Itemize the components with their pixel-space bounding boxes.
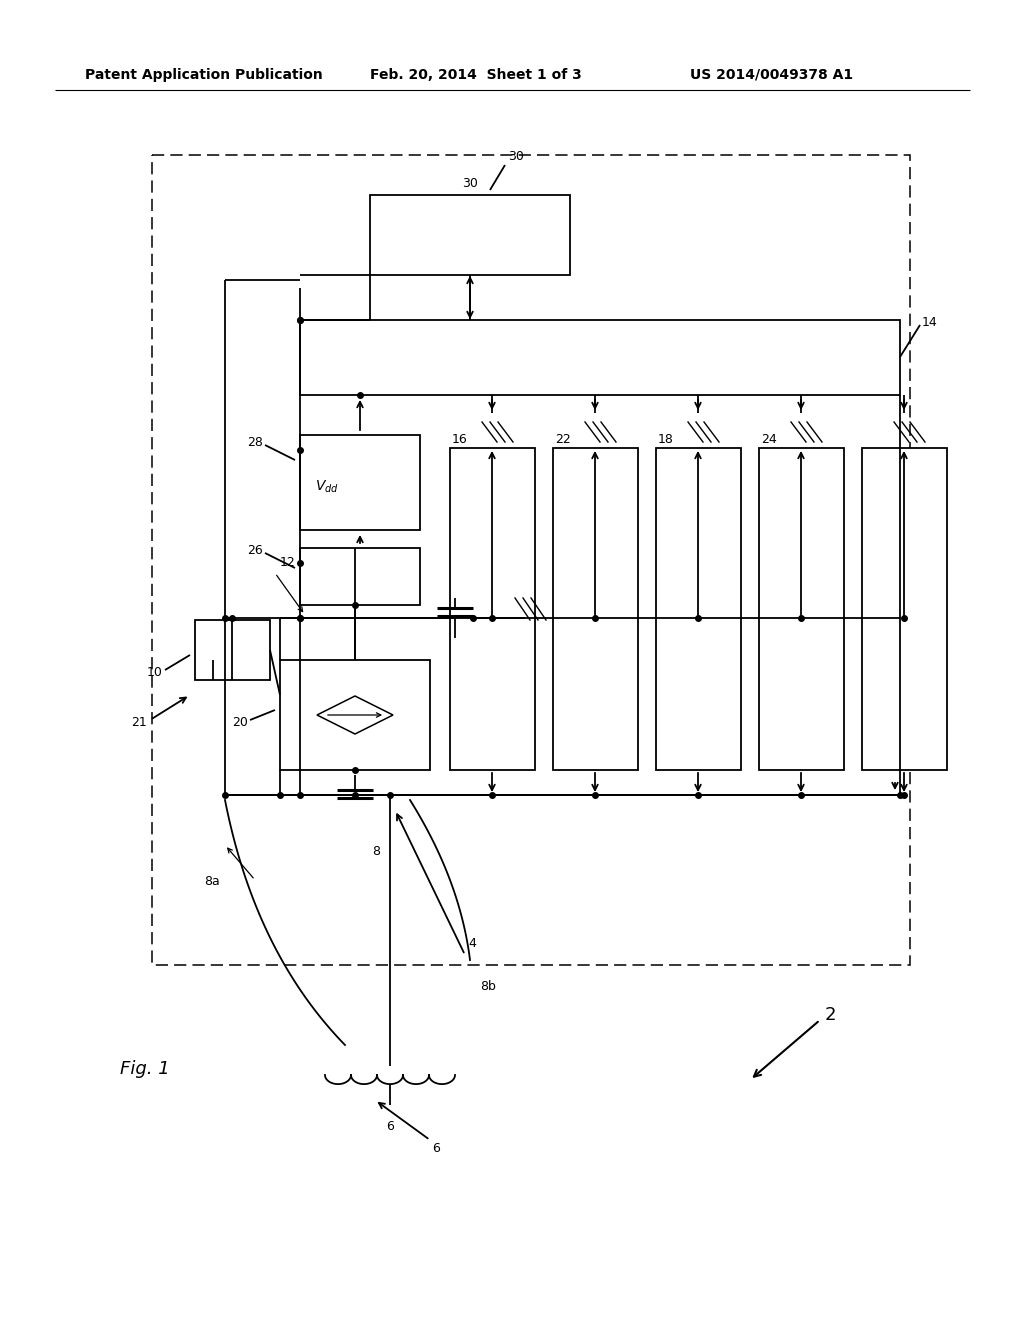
Bar — [553, 447, 638, 770]
Text: 22: 22 — [555, 433, 570, 446]
Bar — [195, 620, 270, 680]
Text: $V_{dd}$: $V_{dd}$ — [315, 479, 339, 495]
Text: Feb. 20, 2014  Sheet 1 of 3: Feb. 20, 2014 Sheet 1 of 3 — [370, 69, 582, 82]
Bar — [656, 447, 741, 770]
Text: 16: 16 — [452, 433, 468, 446]
Polygon shape — [317, 696, 393, 734]
Text: 10: 10 — [147, 665, 163, 678]
Text: Fig. 1: Fig. 1 — [120, 1060, 170, 1078]
Text: 8a: 8a — [204, 875, 220, 888]
Text: 18: 18 — [658, 433, 674, 446]
Bar — [862, 447, 947, 770]
Text: Patent Application Publication: Patent Application Publication — [85, 69, 323, 82]
Text: 12: 12 — [280, 557, 295, 569]
Text: 30: 30 — [462, 177, 478, 190]
Text: US 2014/0049378 A1: US 2014/0049378 A1 — [690, 69, 853, 82]
Text: 2: 2 — [825, 1006, 837, 1024]
Text: 8b: 8b — [480, 979, 496, 993]
Text: 4: 4 — [468, 937, 476, 950]
Text: 30: 30 — [508, 150, 524, 162]
Text: 26: 26 — [247, 544, 263, 557]
Text: 6: 6 — [432, 1142, 440, 1155]
Bar — [370, 195, 570, 275]
Text: 6: 6 — [386, 1119, 394, 1133]
Text: 8: 8 — [372, 845, 380, 858]
Text: 21: 21 — [131, 715, 147, 729]
Bar — [759, 447, 844, 770]
Text: 20: 20 — [232, 715, 248, 729]
Text: 24: 24 — [761, 433, 777, 446]
Bar — [300, 436, 420, 531]
Text: 14: 14 — [922, 317, 938, 330]
Bar — [280, 660, 430, 770]
Bar — [300, 319, 900, 395]
Bar — [152, 154, 910, 965]
Text: 28: 28 — [247, 437, 263, 450]
Bar — [450, 447, 535, 770]
Bar — [300, 548, 420, 605]
